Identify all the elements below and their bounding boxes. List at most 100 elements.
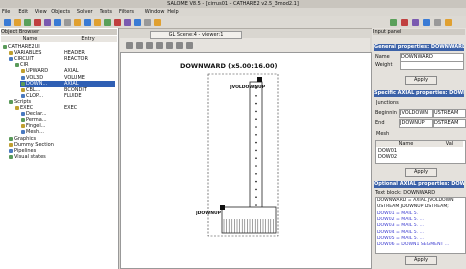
toolbar-icon[interactable] — [44, 19, 51, 26]
junction-label: JVOLDOWNUP — [230, 85, 266, 90]
menu-item[interactable]: Help — [167, 9, 179, 15]
column-header: Val — [436, 141, 463, 147]
panel-title: Input panel — [373, 29, 465, 35]
combo[interactable]: DSTREAM — [433, 119, 466, 128]
toolbar-icon[interactable] — [114, 19, 121, 26]
tree-item[interactable]: CLOP... — [26, 92, 44, 99]
tree-icon — [3, 45, 7, 49]
tree-icon — [9, 99, 13, 104]
toolbar-icon[interactable] — [54, 19, 61, 26]
toolbar-icon[interactable] — [434, 19, 441, 26]
tree-item[interactable]: CATHARE2UI — [8, 44, 40, 50]
tree-item[interactable]: Mesh... — [26, 129, 44, 136]
toolbar-icon[interactable] — [412, 19, 419, 26]
group-label: Junctions — [376, 100, 399, 106]
hatching — [223, 219, 274, 233]
viewer-tool[interactable] — [186, 42, 193, 49]
viewer-tab[interactable]: GL Scene:4 - viewer:1 — [150, 31, 242, 39]
viewer-tool[interactable] — [146, 42, 153, 49]
tree-item[interactable]: VOL3D — [26, 74, 44, 81]
mesh-nodes — [255, 87, 257, 206]
tree-entry[interactable]: REACTOR — [64, 56, 88, 63]
title-bar: SALOME V8.5 - [cirrus01 - CATHARE2 v2.5_… — [0, 0, 466, 8]
domain-box — [207, 73, 279, 237]
text-field[interactable] — [400, 61, 464, 70]
group-label: Text block: DOWNWARD — [375, 190, 436, 196]
menu-item[interactable]: View — [34, 9, 47, 15]
tree-item[interactable]: Pipelines — [14, 147, 37, 154]
tree-item[interactable]: CIR — [20, 62, 29, 69]
tree-item[interactable]: DOWN... — [26, 80, 48, 87]
menu-item[interactable]: Window — [144, 9, 165, 15]
toolbar-icon[interactable] — [94, 19, 101, 26]
tree-item[interactable]: Dummy Section — [14, 141, 54, 148]
tree-item[interactable]: UPWARD — [26, 68, 49, 75]
object-browser-panel — [0, 28, 119, 269]
column-header: Entry — [59, 36, 117, 42]
text-area — [375, 197, 466, 254]
menu-item[interactable]: Objects — [51, 9, 71, 15]
button[interactable]: Apply — [405, 76, 437, 85]
toolbar-icon[interactable] — [104, 19, 111, 26]
menu-item[interactable]: Filters — [119, 9, 134, 15]
toolbar-icon[interactable] — [154, 19, 161, 26]
viewer-tool[interactable] — [156, 42, 163, 49]
viewer-tool[interactable] — [126, 42, 133, 49]
tree-item[interactable]: Scripts — [14, 98, 32, 105]
tree-item[interactable]: Declar... — [26, 111, 47, 118]
toolbar-icon[interactable] — [423, 19, 430, 26]
toolbar-icon[interactable] — [401, 19, 408, 26]
tree-entry[interactable]: VOLUME — [64, 74, 85, 81]
tree-entry[interactable]: HEADER — [64, 50, 85, 57]
viewer-tool[interactable] — [136, 42, 143, 49]
button[interactable]: Apply — [405, 168, 437, 177]
menu-item[interactable]: Edit — [18, 9, 29, 15]
code-line: DOW05 = MAIL 5. ... — [377, 235, 425, 241]
toolbar-icon[interactable] — [24, 19, 31, 26]
tree-item[interactable]: Graphics — [14, 135, 37, 142]
table-cell[interactable]: DOW01 — [378, 148, 398, 154]
toolbar-icon[interactable] — [144, 19, 151, 26]
toolbar-icon[interactable] — [64, 19, 71, 26]
tree-entry[interactable]: AXIAL — [64, 80, 79, 87]
toolbar-icon[interactable] — [84, 19, 91, 26]
viewer-tool[interactable] — [176, 42, 183, 49]
diagram — [207, 73, 279, 237]
tree-entry[interactable]: EXEC — [64, 105, 78, 111]
tree-icon — [21, 69, 25, 74]
group-label: Mesh — [376, 131, 390, 137]
tree-item[interactable]: CIRCUIT — [14, 56, 34, 63]
tree-item[interactable]: Visual states — [14, 153, 46, 160]
combo[interactable]: JVOLDOWN — [399, 109, 433, 118]
menu-item[interactable]: Tests — [99, 9, 112, 15]
viewer-tool[interactable] — [166, 42, 173, 49]
tree-icon — [21, 81, 25, 86]
toolbar-icon[interactable] — [390, 19, 397, 26]
bottom-node — [220, 205, 225, 210]
toolbar-icon[interactable] — [134, 19, 141, 26]
menu-item[interactable]: File — [2, 9, 11, 15]
toolbar-icon[interactable] — [14, 19, 21, 26]
toolbar-icon[interactable] — [445, 19, 452, 26]
toolbar-icon[interactable] — [34, 19, 41, 26]
tree-entry[interactable]: BCONDIT — [64, 86, 87, 93]
table-cell[interactable]: DOW02 — [378, 154, 398, 160]
tree-item[interactable]: Perma... — [26, 117, 47, 124]
tree-icon — [9, 154, 13, 159]
tree-item[interactable]: Fingel... — [26, 123, 46, 130]
combo[interactable]: USTREAM — [433, 109, 466, 118]
toolbar-icon[interactable] — [4, 19, 11, 26]
combo[interactable]: JDOWNUP — [399, 119, 433, 128]
tree-entry[interactable]: FLUIDE — [64, 92, 82, 99]
code-line: USTREAM JDOWNUP DSTREAM; — [377, 204, 449, 210]
toolbar-icon[interactable] — [124, 19, 131, 26]
button[interactable]: Apply — [405, 256, 437, 265]
tree-item[interactable]: EXEC — [20, 105, 34, 111]
tree-entry[interactable]: AXIAL — [64, 68, 79, 75]
toolbar-icon[interactable] — [74, 19, 81, 26]
tree-item[interactable]: VARIABLES — [14, 50, 42, 57]
tree-item[interactable]: CBL... — [26, 86, 41, 93]
menu-item[interactable]: Solver — [76, 9, 93, 15]
section-header: Optional AXIAL properties: DOWNWARD — [374, 181, 464, 188]
